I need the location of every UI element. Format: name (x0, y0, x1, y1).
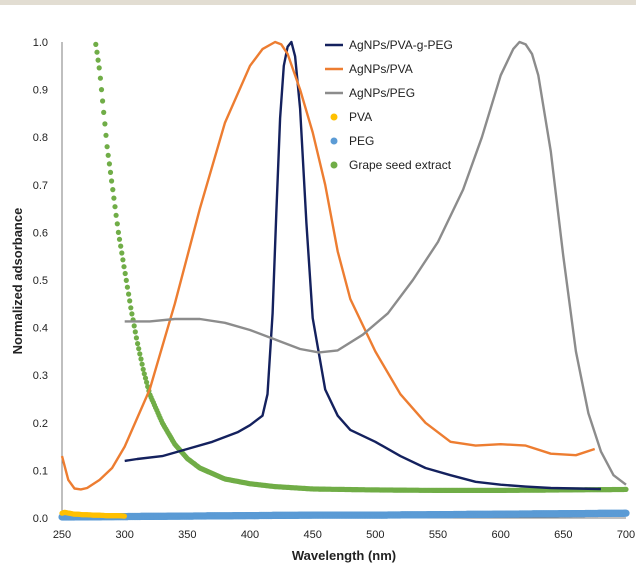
series-agnps-pva (60, 40, 596, 491)
top-border (0, 0, 636, 5)
data-point (98, 87, 105, 93)
legend-swatch (330, 161, 338, 169)
legend-item: Grape seed extract (330, 158, 452, 172)
x-tick-label: 650 (554, 529, 572, 541)
data-point (133, 335, 139, 341)
data-point (141, 371, 147, 377)
x-tick-label: 400 (241, 529, 259, 541)
data-point (137, 351, 143, 357)
data-point (136, 346, 142, 352)
legend-label: AgNPs/PVA (349, 62, 413, 76)
data-point (126, 291, 132, 297)
data-point (120, 257, 126, 263)
data-point (623, 486, 629, 492)
data-point (140, 366, 146, 372)
legend-item: AgNPs/PEG (325, 86, 415, 100)
data-point (101, 109, 107, 115)
y-tick-label: 0.5 (33, 275, 48, 287)
legend-swatch (330, 113, 338, 121)
data-point (622, 509, 630, 517)
x-tick-label: 500 (366, 529, 384, 541)
data-point (123, 277, 129, 283)
x-tick-label: 700 (617, 529, 635, 541)
data-point (128, 305, 134, 311)
x-tick-label: 600 (491, 529, 509, 541)
data-point (139, 361, 145, 367)
y-tick-label: 0.1 (33, 465, 48, 477)
data-point (144, 379, 150, 385)
x-tick-label: 250 (53, 529, 71, 541)
x-axis-title: Wavelength (nm) (292, 548, 396, 563)
legend: AgNPs/PVA-g-PEG AgNPs/PVA AgNPs/PEG PVA PEG G… (325, 38, 453, 172)
y-tick-label: 0.3 (33, 370, 48, 382)
data-point (115, 229, 121, 235)
data-point (129, 311, 135, 317)
series-layer (58, 40, 630, 521)
y-tick-label: 0.6 (33, 227, 48, 239)
data-point (122, 270, 128, 277)
data-point (118, 243, 124, 249)
legend-label: PVA (349, 110, 372, 124)
data-point (132, 329, 138, 335)
data-point (131, 323, 137, 329)
series-peg (58, 509, 630, 521)
series-line (60, 40, 596, 491)
data-point (105, 152, 111, 158)
legend-label: PEG (349, 134, 374, 148)
data-point (121, 264, 127, 270)
legend-item: AgNPs/PVA-g-PEG (325, 38, 453, 52)
legend-label: AgNPs/PVA-g-PEG (349, 38, 453, 52)
y-tick-label: 0.7 (33, 180, 48, 192)
x-tick-label: 350 (178, 529, 196, 541)
data-point (97, 75, 103, 81)
y-tick-label: 1.0 (33, 37, 48, 49)
data-point (138, 356, 144, 362)
legend-item: PVA (330, 110, 372, 124)
series-grape-seed-extract (93, 41, 629, 493)
data-point (95, 57, 101, 63)
data-point (121, 513, 127, 519)
legend-swatch (330, 137, 338, 145)
data-point (94, 49, 100, 55)
data-point (119, 250, 125, 256)
axes (61, 42, 626, 519)
data-point (106, 161, 112, 167)
data-point (102, 121, 108, 127)
y-axis-title: Normalized adsorbance (10, 208, 25, 355)
tick-labels: 0.0 0.1 0.2 0.3 0.4 0.5 0.6 0.7 0.8 0.9 1.0 250 300 3… (33, 37, 635, 541)
data-point (104, 144, 110, 150)
legend-label: Grape seed extract (349, 158, 452, 172)
data-point (100, 98, 106, 104)
data-point (113, 212, 119, 218)
data-point (96, 65, 102, 71)
data-point (124, 284, 130, 290)
series-pva (59, 509, 127, 519)
data-point (109, 178, 115, 184)
series-line (124, 40, 627, 486)
data-point (107, 169, 114, 175)
data-point (111, 195, 117, 201)
data-point (114, 221, 120, 227)
legend-label: AgNPs/PEG (349, 86, 415, 100)
y-tick-label: 0.4 (33, 323, 48, 335)
data-point (110, 187, 116, 193)
x-tick-label: 550 (429, 529, 447, 541)
y-tick-label: 0.0 (33, 513, 48, 525)
data-point (142, 375, 149, 381)
y-tick-label: 0.9 (33, 85, 48, 97)
x-tick-label: 450 (303, 529, 321, 541)
data-point (116, 236, 123, 242)
series-agnps-peg (124, 40, 627, 486)
data-point (127, 298, 133, 304)
data-point (112, 204, 118, 210)
legend-item: AgNPs/PVA (325, 62, 413, 76)
x-tick-label: 300 (115, 529, 133, 541)
data-point (103, 132, 109, 138)
data-point (93, 41, 99, 48)
legend-item: PEG (330, 134, 374, 148)
data-point (135, 341, 141, 347)
y-tick-label: 0.8 (33, 132, 48, 144)
y-tick-label: 0.2 (33, 418, 48, 430)
